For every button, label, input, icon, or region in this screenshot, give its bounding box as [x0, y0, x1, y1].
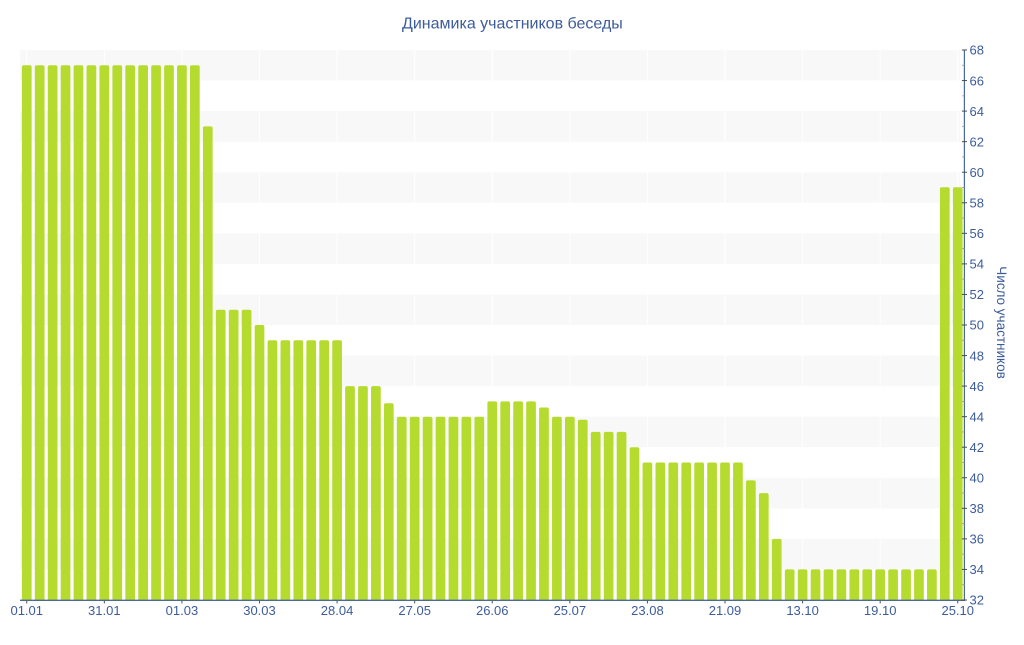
svg-text:26.06: 26.06	[476, 603, 509, 618]
svg-text:66: 66	[970, 73, 984, 88]
svg-text:54: 54	[970, 257, 984, 272]
svg-text:44: 44	[970, 409, 984, 424]
svg-text:19.10: 19.10	[864, 603, 897, 618]
svg-text:30.03: 30.03	[243, 603, 276, 618]
svg-text:46: 46	[970, 379, 984, 394]
svg-text:Число участников: Число участников	[994, 266, 1009, 379]
svg-text:01.03: 01.03	[166, 603, 199, 618]
svg-text:36: 36	[970, 532, 984, 547]
svg-text:25.10: 25.10	[941, 603, 974, 618]
svg-text:40: 40	[970, 470, 984, 485]
svg-text:48: 48	[970, 348, 984, 363]
svg-text:Динамика участников беседы: Динамика участников беседы	[402, 16, 623, 33]
svg-text:31.01: 31.01	[88, 603, 121, 618]
svg-text:56: 56	[970, 226, 984, 241]
svg-text:42: 42	[970, 440, 984, 455]
svg-text:68: 68	[970, 43, 984, 58]
svg-text:21.09: 21.09	[709, 603, 742, 618]
svg-text:13.10: 13.10	[786, 603, 819, 618]
svg-text:34: 34	[970, 562, 984, 577]
svg-text:58: 58	[970, 195, 984, 210]
svg-text:01.01: 01.01	[10, 603, 43, 618]
svg-text:27.05: 27.05	[398, 603, 431, 618]
svg-text:28.04: 28.04	[321, 603, 354, 618]
svg-text:64: 64	[970, 104, 984, 119]
svg-text:50: 50	[970, 318, 984, 333]
svg-text:62: 62	[970, 134, 984, 149]
svg-text:23.08: 23.08	[631, 603, 664, 618]
svg-text:32: 32	[970, 593, 984, 608]
svg-text:60: 60	[970, 165, 984, 180]
svg-text:52: 52	[970, 287, 984, 302]
svg-text:38: 38	[970, 501, 984, 516]
svg-text:25.07: 25.07	[554, 603, 587, 618]
